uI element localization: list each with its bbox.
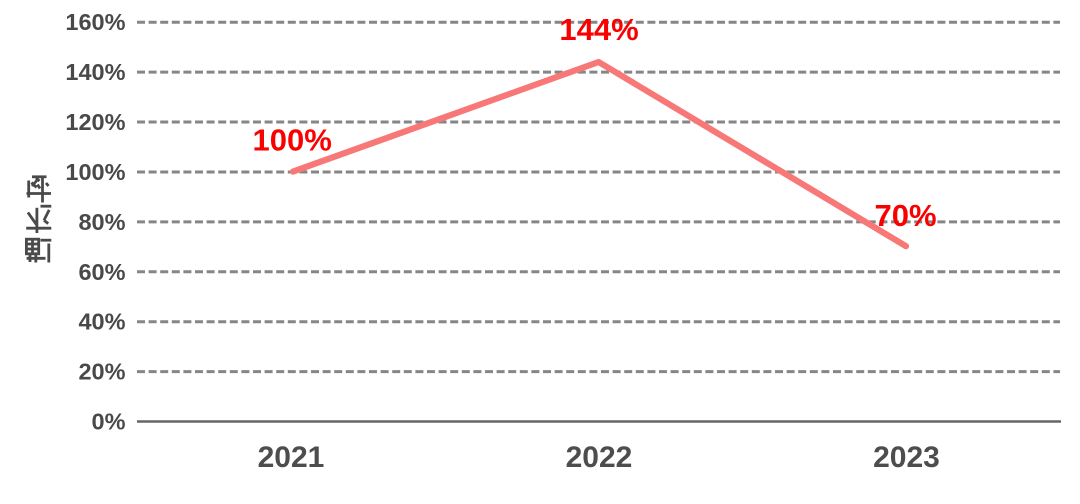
svg-text:40%: 40% [78, 309, 125, 335]
svg-text:70%: 70% [874, 198, 936, 233]
svg-text:144%: 144% [559, 12, 638, 47]
svg-text:0%: 0% [92, 409, 126, 435]
svg-text:120%: 120% [65, 109, 125, 135]
svg-text:100%: 100% [253, 123, 332, 158]
svg-text:80%: 80% [78, 209, 125, 235]
svg-text:2023: 2023 [873, 441, 940, 474]
svg-text:2022: 2022 [566, 441, 633, 474]
svg-text:20%: 20% [78, 359, 125, 385]
svg-text:2021: 2021 [258, 441, 325, 474]
svg-text:160%: 160% [65, 9, 125, 35]
svg-text:140%: 140% [65, 59, 125, 85]
svg-text:60%: 60% [78, 259, 125, 285]
svg-text:100%: 100% [65, 159, 125, 185]
